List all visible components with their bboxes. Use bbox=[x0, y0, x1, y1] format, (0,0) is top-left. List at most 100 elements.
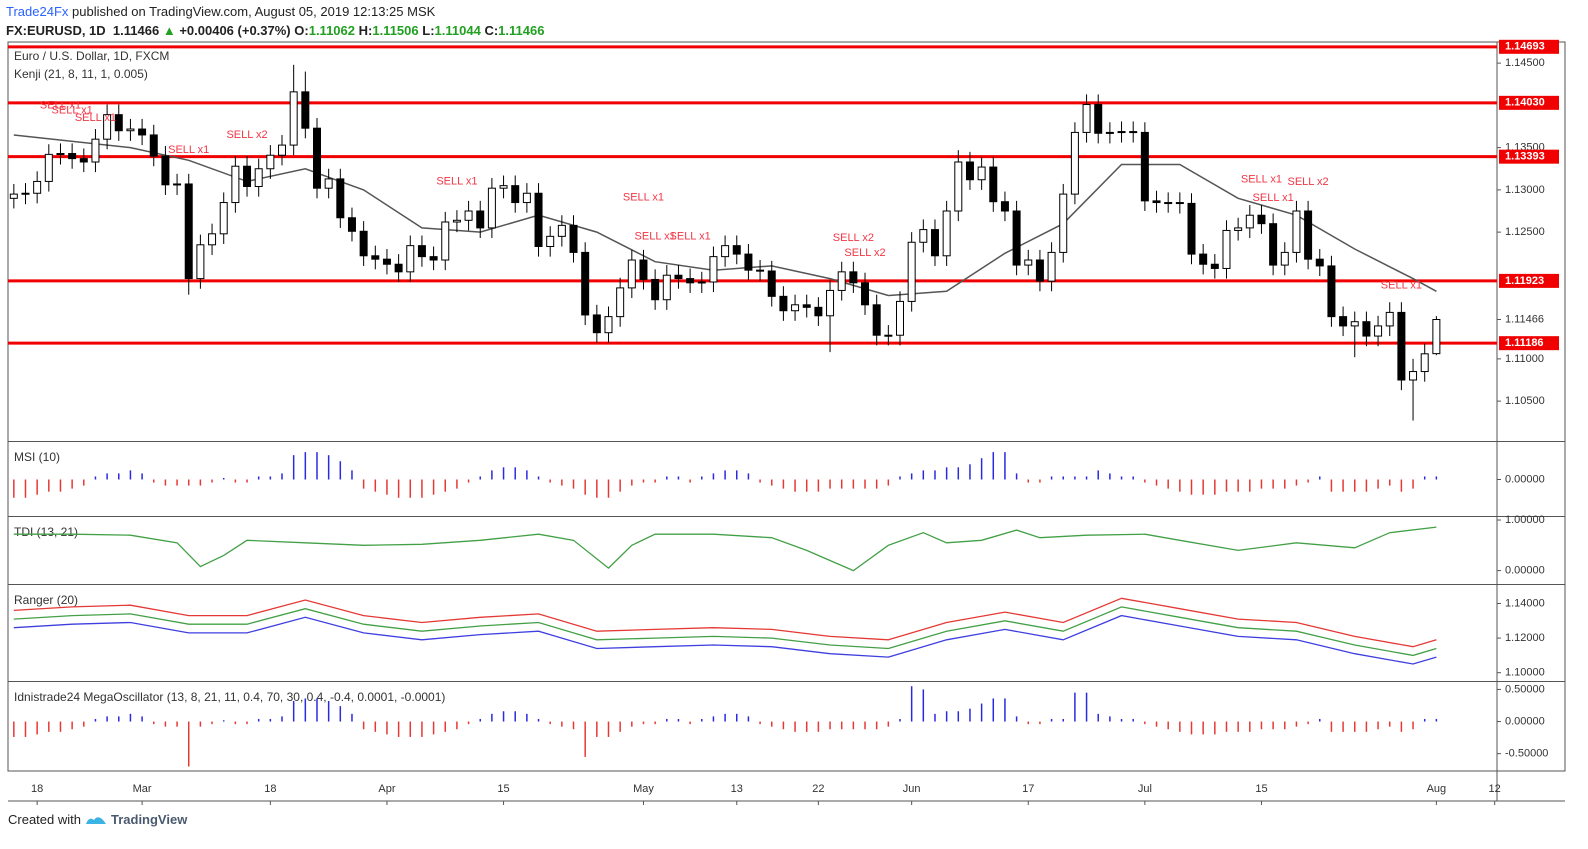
brand: TradingView bbox=[110, 812, 188, 827]
y-tick-label: 1.00000 bbox=[1505, 514, 1545, 526]
signal-label: SELL x2 bbox=[226, 129, 267, 141]
candle-body bbox=[254, 168, 263, 187]
candle-body bbox=[441, 221, 450, 261]
y-tick-label: 1.14500 bbox=[1505, 57, 1545, 69]
x-tick-label: Jul bbox=[1138, 783, 1152, 795]
candle-body bbox=[33, 180, 42, 194]
candle-body bbox=[138, 128, 147, 136]
y-tick-label: 1.13000 bbox=[1505, 184, 1545, 196]
last: 1.11466 bbox=[112, 23, 160, 38]
candle-body bbox=[394, 263, 403, 273]
level-label: 1.14030 bbox=[1505, 97, 1545, 109]
ohlc-value: 1.11062 bbox=[308, 23, 355, 38]
panel-title: TDI (13, 21) bbox=[14, 525, 78, 539]
candle-body bbox=[1432, 319, 1441, 355]
candle-body bbox=[1327, 265, 1336, 318]
indicator-line bbox=[13, 614, 1437, 665]
x-tick-label: 17 bbox=[1022, 783, 1034, 795]
candle-body bbox=[919, 229, 928, 243]
candle-body bbox=[9, 193, 18, 199]
candle-body bbox=[1199, 253, 1208, 265]
candle-body bbox=[1012, 210, 1021, 266]
candle-body bbox=[534, 192, 543, 247]
candle-body bbox=[103, 114, 112, 140]
plot-frame bbox=[7, 41, 1566, 772]
candle-body bbox=[243, 165, 252, 187]
candle-body bbox=[639, 259, 648, 280]
signal-label: SELL x1 bbox=[1253, 192, 1294, 204]
candle-body bbox=[814, 306, 823, 317]
candle-body bbox=[627, 259, 636, 289]
candle-body bbox=[1234, 227, 1243, 231]
candle-body bbox=[884, 334, 893, 337]
candle-body bbox=[208, 233, 217, 246]
candle-body bbox=[1397, 311, 1406, 381]
panel-title: Idnistrade24 MegaOscillator (13, 8, 21, … bbox=[14, 690, 445, 704]
candle-body bbox=[942, 210, 951, 257]
x-tick-label: 13 bbox=[731, 783, 743, 795]
signal-label: SELL x1 bbox=[52, 104, 93, 116]
candle-body bbox=[1292, 210, 1301, 253]
candle-body bbox=[592, 314, 601, 334]
candle-body bbox=[336, 178, 345, 219]
candle-body bbox=[1210, 263, 1219, 269]
published: published on TradingView.com, August 05,… bbox=[72, 4, 436, 19]
candle-body bbox=[977, 166, 986, 181]
candle-body bbox=[1245, 214, 1254, 229]
candle-body bbox=[522, 192, 531, 204]
panel-title: Euro / U.S. Dollar, 1D, FXCM bbox=[14, 49, 169, 63]
candle-body bbox=[487, 187, 496, 229]
candle-body bbox=[21, 192, 30, 195]
candle-body bbox=[826, 289, 835, 317]
level-tag bbox=[1499, 149, 1559, 164]
signal-label: SELL x2 bbox=[844, 247, 885, 259]
candle-body bbox=[802, 304, 811, 308]
x-tick-label: 18 bbox=[264, 783, 276, 795]
ohlc-value: 1.11466 bbox=[498, 23, 545, 38]
candle-body bbox=[896, 300, 904, 336]
candle-body bbox=[56, 153, 65, 156]
candle-body bbox=[1339, 316, 1348, 327]
candle-body bbox=[581, 251, 590, 316]
candle-body bbox=[604, 316, 613, 334]
candle-body bbox=[196, 244, 205, 280]
candle-body bbox=[1105, 131, 1114, 134]
created: Created with bbox=[8, 812, 81, 827]
candle-body bbox=[464, 210, 473, 221]
x-tick-label: 18 bbox=[31, 783, 43, 795]
candle-body bbox=[1024, 259, 1033, 266]
candle-body bbox=[1140, 131, 1149, 202]
candle-body bbox=[417, 245, 426, 258]
y-tick-label: 0.00000 bbox=[1505, 565, 1545, 577]
candle-body bbox=[989, 166, 998, 203]
candle-body bbox=[1409, 371, 1418, 381]
panel-subtitle: Kenji (21, 8, 11, 1, 0.005) bbox=[14, 67, 148, 81]
candle-body bbox=[1304, 210, 1313, 260]
signal-label: SELL x1 bbox=[40, 99, 81, 111]
candle-body bbox=[1350, 321, 1359, 327]
candle-body bbox=[651, 278, 660, 301]
y-tick-label: 1.12000 bbox=[1505, 632, 1545, 644]
candle-body bbox=[965, 161, 974, 181]
candle-body bbox=[219, 202, 228, 235]
candle-body bbox=[91, 138, 100, 163]
candle-body bbox=[662, 274, 671, 301]
candle-body bbox=[301, 91, 310, 129]
ohlc-key: C: bbox=[484, 23, 499, 38]
candle-body bbox=[546, 235, 555, 247]
candle-body bbox=[1315, 258, 1324, 267]
ohlc-value: 1.11506 bbox=[372, 23, 419, 38]
candle-body bbox=[499, 185, 508, 189]
candle-body bbox=[697, 281, 706, 284]
indicator-line bbox=[13, 606, 1437, 657]
candle-body bbox=[79, 158, 88, 163]
candle-body bbox=[1420, 353, 1429, 373]
candle-body bbox=[1035, 259, 1044, 282]
candle-body bbox=[1187, 202, 1196, 255]
signal-label: SELL x1 bbox=[1241, 174, 1282, 186]
candle-body bbox=[161, 155, 170, 186]
candle-body bbox=[861, 282, 870, 306]
candle-body bbox=[1152, 200, 1161, 204]
x-tick-label: 12 bbox=[1489, 783, 1501, 795]
